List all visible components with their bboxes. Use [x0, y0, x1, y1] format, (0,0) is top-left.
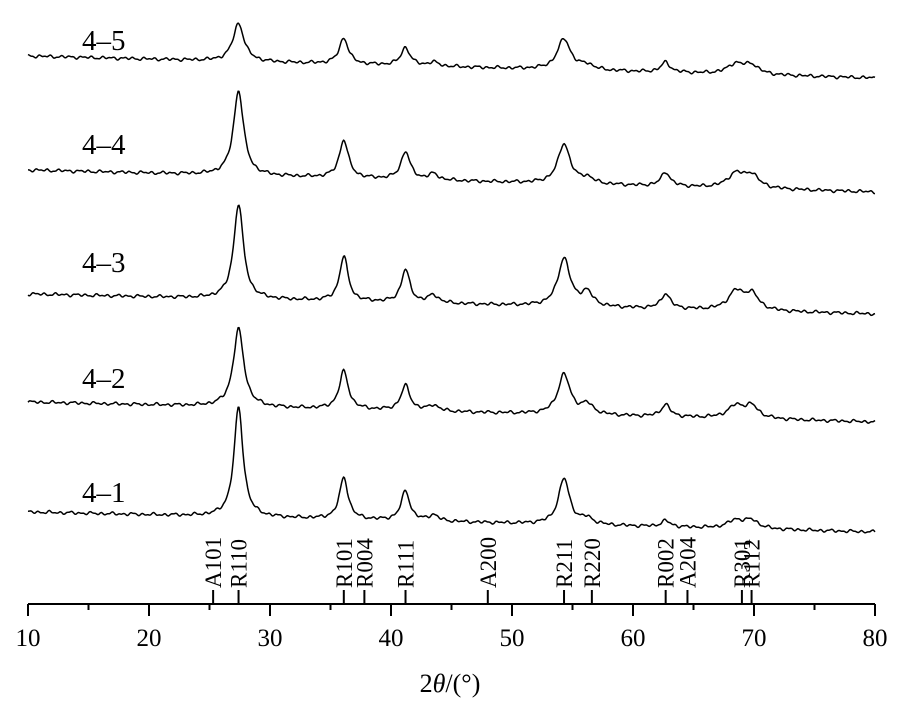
x-axis-title: 2θ/(°) [420, 669, 481, 698]
ref-peak-label: A200 [476, 537, 501, 588]
sample-label: 4–3 [82, 247, 126, 279]
x-tick-label: 20 [137, 625, 162, 652]
x-tick-label: 70 [742, 625, 767, 652]
pattern-trace [27, 22, 876, 80]
pattern-traces [27, 22, 876, 534]
pattern-trace [28, 90, 876, 195]
x-axis: 10 20 30 40 50 60 70 80 [16, 603, 888, 652]
ref-peak-label: R002 [654, 538, 679, 588]
sample-label: 4–4 [82, 129, 126, 161]
x-tick-label: 60 [621, 625, 646, 652]
ref-peak-label: R110 [227, 539, 252, 588]
ref-peak-label: R301 [730, 538, 755, 588]
x-tick-label: 40 [379, 625, 404, 652]
ref-peak-label: R111 [394, 540, 419, 588]
sample-labels: 4–5 4–4 4–3 4–2 4–1 [82, 25, 126, 509]
x-tick-label: 10 [16, 625, 41, 652]
x-tick-label: 30 [258, 625, 283, 652]
ref-peak-label: R211 [552, 539, 577, 588]
pattern-trace [27, 326, 876, 424]
ref-peak-label: R004 [352, 538, 377, 588]
ref-peak-label: R220 [580, 538, 605, 588]
sample-label: 4–5 [82, 25, 126, 57]
pattern-trace [27, 406, 876, 534]
ref-peak-label: R101 [332, 538, 357, 588]
ref-peak-label: A204 [675, 536, 700, 588]
ref-peak-label: R112 [740, 539, 765, 588]
x-tick-label: 80 [863, 625, 888, 652]
ref-peak-label: A101 [201, 537, 226, 588]
sample-label: 4–2 [82, 363, 126, 395]
sample-label: 4–1 [82, 477, 126, 509]
x-tick-label: 50 [500, 625, 525, 652]
pattern-trace [27, 204, 876, 317]
